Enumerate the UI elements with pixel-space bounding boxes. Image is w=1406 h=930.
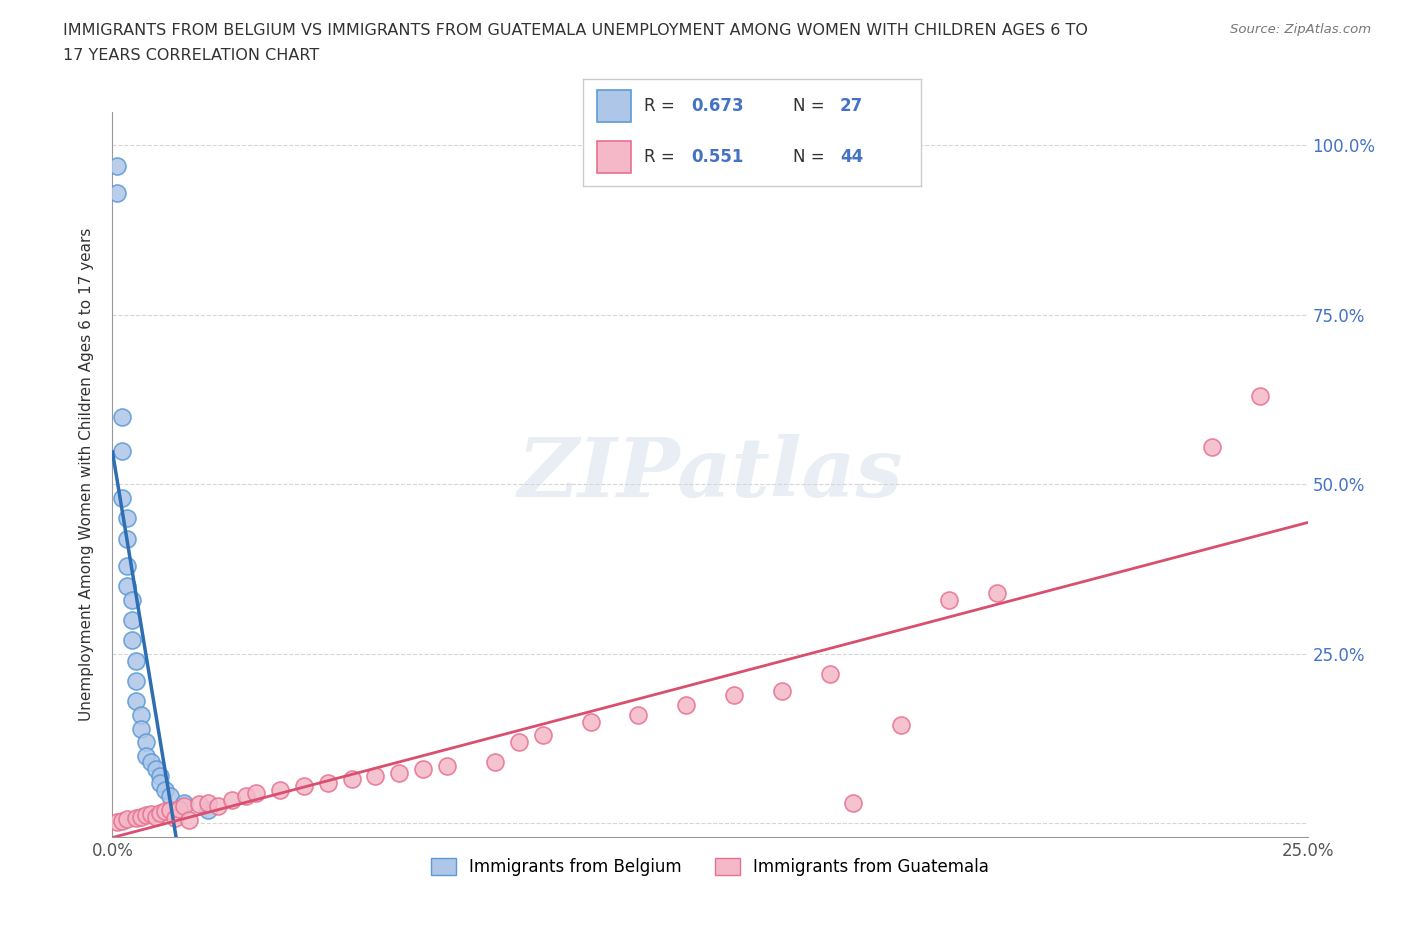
Point (163, 811, 186, 826)
Bar (598, 89, 631, 122)
Point (129, 809, 152, 824)
Point (115, 511, 138, 525)
Point (149, 768, 172, 783)
Point (1249, 389, 1271, 404)
Point (173, 799, 195, 814)
Point (531, 728, 554, 743)
Point (149, 805, 172, 820)
Bar (598, 141, 631, 173)
Point (412, 762, 434, 777)
Point (197, 796, 219, 811)
Point (149, 776, 172, 790)
Text: 27: 27 (839, 97, 863, 114)
Point (173, 796, 195, 811)
Point (340, 772, 363, 787)
Point (177, 813, 200, 828)
Point (129, 721, 152, 736)
Text: ZIPatlas: ZIPatlas (517, 434, 903, 514)
Point (938, 592, 960, 607)
Text: 0.673: 0.673 (692, 97, 744, 114)
Point (105, 185, 128, 200)
Point (986, 586, 1008, 601)
Point (221, 792, 243, 807)
Point (627, 708, 650, 723)
Text: R =: R = (644, 97, 681, 114)
Point (135, 808, 157, 823)
Point (169, 801, 191, 816)
Text: N =: N = (793, 97, 830, 114)
Point (115, 812, 138, 827)
Point (842, 796, 865, 811)
Point (135, 749, 157, 764)
Text: 17 YEARS CORRELATION CHART: 17 YEARS CORRELATION CHART (63, 48, 319, 63)
Y-axis label: Unemployment Among Women with Children Ages 6 to 17 years: Unemployment Among Women with Children A… (79, 228, 94, 721)
Point (197, 803, 219, 817)
Point (139, 755, 162, 770)
Point (292, 778, 315, 793)
Point (269, 782, 291, 797)
Point (125, 694, 148, 709)
Point (890, 718, 912, 733)
Point (207, 799, 229, 814)
Point (316, 776, 339, 790)
Point (115, 531, 138, 546)
Point (111, 409, 134, 424)
Text: N =: N = (793, 148, 830, 166)
Text: 44: 44 (839, 148, 863, 166)
Point (121, 592, 143, 607)
Point (145, 809, 167, 824)
Point (125, 811, 148, 826)
Point (125, 673, 148, 688)
Point (770, 684, 793, 698)
Point (723, 687, 745, 702)
Legend: Immigrants from Belgium, Immigrants from Guatemala: Immigrants from Belgium, Immigrants from… (425, 852, 995, 883)
Point (579, 714, 602, 729)
Point (105, 815, 128, 830)
Point (245, 786, 267, 801)
Point (187, 797, 209, 812)
Point (153, 804, 176, 818)
Point (125, 653, 148, 668)
Point (121, 613, 143, 628)
Point (159, 789, 181, 804)
Point (145, 762, 167, 777)
Point (111, 814, 134, 829)
Point (111, 443, 134, 458)
Point (436, 758, 458, 773)
Point (159, 803, 181, 817)
Point (153, 782, 176, 797)
Point (388, 765, 411, 780)
Point (129, 708, 152, 723)
Point (364, 768, 387, 783)
Point (121, 633, 143, 648)
Point (115, 578, 138, 593)
Text: R =: R = (644, 148, 681, 166)
Point (484, 755, 506, 770)
Point (105, 158, 128, 173)
Point (139, 806, 162, 821)
Point (135, 735, 157, 750)
Point (111, 491, 134, 506)
Text: IMMIGRANTS FROM BELGIUM VS IMMIGRANTS FROM GUATEMALA UNEMPLOYMENT AMONG WOMEN WI: IMMIGRANTS FROM BELGIUM VS IMMIGRANTS FR… (63, 23, 1088, 38)
Point (818, 667, 841, 682)
Point (235, 789, 257, 804)
Point (508, 735, 530, 750)
Point (115, 558, 138, 573)
Text: Source: ZipAtlas.com: Source: ZipAtlas.com (1230, 23, 1371, 36)
Text: 0.551: 0.551 (692, 148, 744, 166)
Point (675, 698, 697, 712)
Point (1201, 440, 1223, 455)
